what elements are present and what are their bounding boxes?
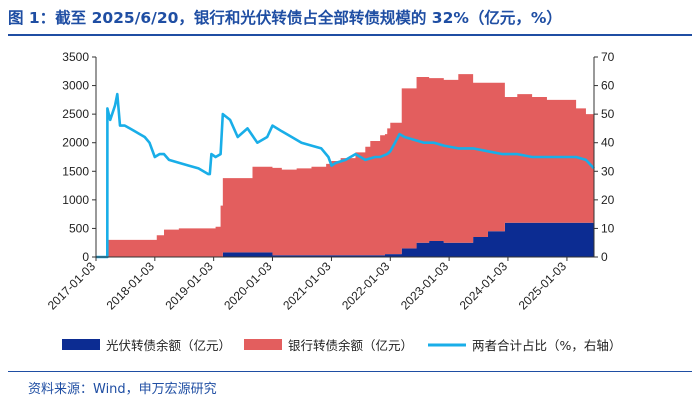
y-left-tick-label: 500 [69, 221, 89, 235]
y-left-tick-label: 1500 [62, 164, 89, 178]
legend-bank-label: 银行转债余额（亿元） [288, 338, 413, 353]
x-tick-label: 2024-01-03 [457, 259, 511, 313]
y-left-tick-label: 2000 [62, 136, 89, 150]
y-right-tick-label: 10 [601, 221, 615, 235]
y-right-tick-label: 60 [601, 79, 615, 93]
ratio-line [96, 92, 595, 259]
y-right-tick-label: 50 [601, 107, 615, 121]
y-left-tick-label: 0 [82, 250, 89, 264]
legend-bank-swatch [244, 339, 282, 350]
title-divider [8, 34, 692, 36]
legend-pv-swatch [62, 339, 100, 350]
x-tick-label: 2022-01-03 [339, 259, 393, 313]
x-tick-label: 2020-01-03 [221, 259, 275, 313]
x-tick-label: 2019-01-03 [162, 259, 216, 313]
x-tick-label: 2021-01-03 [280, 259, 334, 313]
x-tick-label: 2023-01-03 [398, 259, 452, 313]
source-divider [8, 371, 692, 372]
y-right-tick-label: 20 [601, 193, 615, 207]
ratio-line-layer [96, 92, 595, 259]
pv-balance-area [96, 222, 594, 257]
source-note: 资料来源：Wind，申万宏源研究 [28, 382, 217, 397]
y-right-tick-label: 40 [601, 136, 615, 150]
y-left-tick-label: 1000 [62, 193, 89, 207]
y-right-tick-label: 70 [601, 50, 615, 64]
y-left-tick-label: 3000 [62, 79, 89, 93]
y-right-tick-label: 0 [601, 250, 608, 264]
pv-area-layer [96, 222, 594, 257]
legend-ratio-label: 两者合计占比（%，右轴） [472, 338, 621, 353]
y-left-tick-label: 3500 [62, 50, 89, 64]
chart-title: 图 1：截至 2025/6/20，银行和光伏转债占全部转债规模的 32%（亿元，… [8, 9, 562, 27]
legend-pv-label: 光伏转债余额（亿元） [106, 338, 231, 353]
bank-area-layer [96, 74, 594, 258]
y-left-tick-label: 2500 [62, 107, 89, 121]
x-tick-label: 2017-01-03 [45, 259, 99, 313]
x-tick-label: 2018-01-03 [104, 259, 158, 313]
x-tick-label: 2025-01-03 [516, 259, 570, 313]
y-right-tick-label: 30 [601, 164, 615, 178]
legend: 光伏转债余额（亿元） 银行转债余额（亿元） 两者合计占比（%，右轴） [62, 338, 621, 353]
bank-balance-area [96, 74, 594, 258]
